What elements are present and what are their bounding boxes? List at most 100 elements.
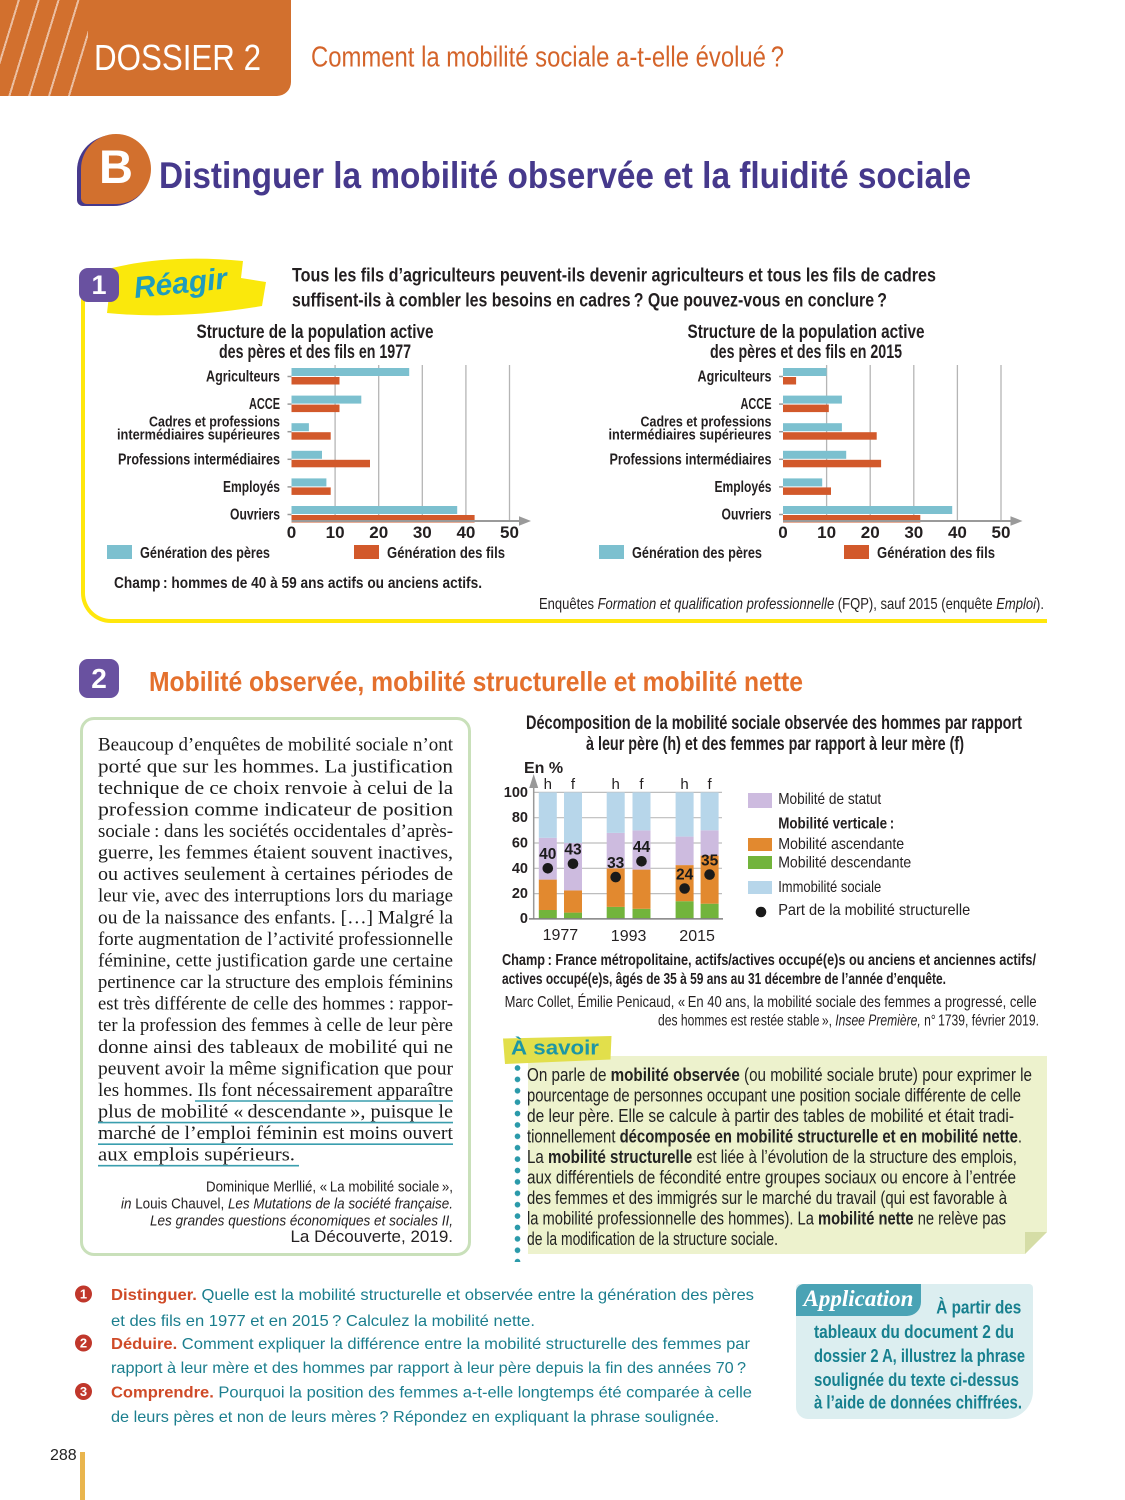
svg-text:tableaux du document 2 du: tableaux du document 2 du: [814, 1322, 1014, 1342]
svg-text:20: 20: [512, 886, 528, 902]
svg-text:Part de la mobilité structurel: Part de la mobilité structurelle: [778, 902, 970, 919]
svg-text:plus de mobilité « descendante: plus de mobilité « descendante », puisqu…: [98, 1102, 453, 1123]
svg-text:Tous les fils d’agriculteurs p: Tous les fils d’agriculteurs peuvent-ils…: [292, 265, 936, 286]
svg-text:de leur père. Elle se calcule: de leur père. Elle se calcule à partir d…: [527, 1105, 1014, 1126]
svg-text:Mobilité descendante: Mobilité descendante: [778, 855, 911, 872]
svg-text:40: 40: [456, 523, 475, 542]
svg-text:3: 3: [80, 1384, 87, 1399]
svg-text:Distinguer. Quelle est la mobi: Distinguer. Quelle est la mobilité struc…: [111, 1287, 754, 1304]
svg-text:50: 50: [992, 523, 1011, 542]
svg-text:h: h: [612, 776, 620, 793]
svg-text:2015: 2015: [679, 928, 715, 945]
svg-text:in Louis Chauvel, Les Mutation: in Louis Chauvel, Les Mutations de la so…: [121, 1196, 453, 1213]
svg-text:porté que sur les hommes. La j: porté que sur les hommes. La justificati…: [98, 756, 454, 777]
svg-text:des hommes est restée stable »: des hommes est restée stable », Insee Pr…: [658, 1012, 1039, 1029]
svg-text:pertinence car la structure de: pertinence car la structure des emplois …: [98, 972, 453, 993]
svg-text:f: f: [639, 776, 644, 793]
svg-text:ou actives seulement à certain: ou actives seulement à certaines période…: [98, 864, 453, 885]
svg-text:Dominique Merllié, « La mobili: Dominique Merllié, « La mobilité sociale…: [206, 1179, 453, 1196]
svg-text:30: 30: [413, 523, 432, 542]
svg-text:Employés: Employés: [715, 479, 772, 496]
svg-text:peuvent avoir la même signific: peuvent avoir la même signification que …: [98, 1058, 454, 1079]
svg-text:Génération des fils: Génération des fils: [877, 545, 995, 562]
svg-text:On parle de mobilité observée: On parle de mobilité observée (ou mobili…: [527, 1064, 1032, 1085]
svg-text:Immobilité sociale: Immobilité sociale: [778, 879, 881, 896]
svg-text:Comment la mobilité sociale a-: Comment la mobilité sociale a-t-elle évo…: [311, 41, 784, 73]
svg-text:h: h: [680, 776, 688, 793]
svg-text:Cadres et professions: Cadres et professions: [641, 415, 772, 431]
svg-text:Enquêtes Formation et qualific: Enquêtes Formation et qualification prof…: [539, 596, 1044, 613]
svg-text:et des fils en 1977 et en 2015: et des fils en 1977 et en 2015 ? Calcule…: [111, 1313, 535, 1330]
svg-text:Distinguer la mobilité observé: Distinguer la mobilité observée et la fl…: [159, 155, 971, 196]
svg-text:forte augmentation de l’activi: forte augmentation de l’activité profess…: [98, 929, 453, 950]
svg-text:des femmes et des immigrés sur: des femmes et des immigrés sur le marché…: [527, 1187, 1008, 1208]
svg-text:100: 100: [504, 785, 528, 801]
svg-text:Marc Collet, Émilie Penicaud,: Marc Collet, Émilie Penicaud, « En 40 an…: [505, 992, 1037, 1011]
svg-text:35: 35: [701, 853, 719, 870]
svg-text:h: h: [544, 776, 552, 793]
svg-text:Employés: Employés: [223, 479, 280, 496]
svg-text:de leurs pères et non de leurs: de leurs pères et non de leurs mères ? R…: [111, 1409, 719, 1426]
svg-text:actives occupé(e)s, âgés de 35: actives occupé(e)s, âgés de 35 à 59 ans …: [502, 971, 946, 988]
svg-text:Structure de la population act: Structure de la population active: [688, 322, 925, 343]
svg-text:Professions intermédiaires: Professions intermédiaires: [610, 451, 772, 468]
svg-text:f: f: [708, 776, 713, 793]
svg-text:la mobilité professionnelle de: la mobilité professionnelle des hommes).…: [527, 1208, 1006, 1229]
svg-text:Déduire. Comment expliquer la: Déduire. Comment expliquer la différence…: [111, 1336, 751, 1353]
svg-text:40: 40: [948, 523, 967, 542]
svg-text:Mobilité de statut: Mobilité de statut: [778, 791, 881, 808]
svg-text:sociale : dans les sociétés oc: sociale : dans les sociétés occidentales…: [98, 821, 453, 842]
svg-text:Champ : France métropolitaine,: Champ : France métropolitaine, actifs/ac…: [502, 952, 1036, 969]
svg-text:En %: En %: [524, 760, 563, 777]
svg-text:Beaucoup d’enquêtes de mobilit: Beaucoup d’enquêtes de mobilité sociale …: [98, 735, 454, 756]
svg-text:ACCE: ACCE: [249, 396, 280, 413]
svg-text:de la modification de la struc: de la modification de la structure socia…: [527, 1228, 778, 1249]
svg-text:40: 40: [539, 846, 556, 863]
svg-text:aux emplois supérieurs.: aux emplois supérieurs.: [98, 1145, 295, 1166]
svg-text:marché de l’emploi féminin est: marché de l’emploi féminin est moins ouv…: [98, 1123, 454, 1144]
svg-text:ACCE: ACCE: [741, 396, 772, 413]
svg-text:ou de la naissance des enfants: ou de la naissance des enfants. […] Malg…: [98, 907, 454, 928]
svg-text:leur vie, avec des interruptio: leur vie, avec des interruptions lors du…: [98, 886, 453, 907]
svg-text:Structure de la population act: Structure de la population active: [197, 322, 434, 343]
svg-text:Ouvriers: Ouvriers: [722, 507, 772, 524]
svg-text:à l’aide de données chiffrées.: à l’aide de données chiffrées.: [814, 1393, 1022, 1413]
svg-text:À partir des: À partir des: [936, 1297, 1021, 1318]
svg-text:10: 10: [326, 523, 345, 542]
svg-text:Agriculteurs: Agriculteurs: [206, 369, 280, 386]
svg-text:donne ainsi des tableaux de mo: donne ainsi des tableaux de mobilité qui…: [98, 1037, 453, 1058]
svg-text:rapport à leur mère et des hom: rapport à leur mère et des hommes par ra…: [111, 1360, 746, 1377]
svg-text:24: 24: [676, 867, 694, 884]
svg-text:à leur père (h) et des femmes: à leur père (h) et des femmes par rappor…: [586, 734, 964, 755]
svg-text:des pères et des fils en 2015: des pères et des fils en 2015: [710, 342, 902, 363]
svg-text:les hommes. Ils font nécessair: les hommes. Ils font nécessairement appa…: [98, 1080, 453, 1101]
svg-text:intermédiaires supérieures: intermédiaires supérieures: [609, 428, 772, 444]
svg-text:60: 60: [512, 836, 528, 852]
svg-text:2: 2: [80, 1336, 87, 1351]
svg-text:43: 43: [564, 842, 582, 859]
svg-text:guerre, les femmes étaient sou: guerre, les femmes étaient souvent inact…: [98, 843, 453, 864]
svg-text:féminine, cette justification: féminine, cette justification garde une …: [98, 951, 453, 972]
svg-text:La Découverte, 2019.: La Découverte, 2019.: [290, 1227, 453, 1246]
svg-text:1993: 1993: [611, 928, 647, 945]
svg-text:f: f: [571, 776, 576, 793]
svg-text:20: 20: [369, 523, 388, 542]
svg-text:profession comme indicateur de: profession comme indicateur de position: [98, 799, 454, 820]
svg-text:ter la profession des femmes à: ter la profession des femmes à celle de …: [98, 1015, 453, 1036]
svg-text:Les grandes questions économiq: Les grandes questions économiques et soc…: [150, 1212, 453, 1229]
svg-text:Professions intermédiaires: Professions intermédiaires: [118, 451, 280, 468]
svg-text:0: 0: [287, 523, 296, 542]
svg-text:Ouvriers: Ouvriers: [230, 507, 280, 524]
svg-text:soulignée du texte ci-dessus: soulignée du texte ci-dessus: [814, 1370, 1019, 1390]
svg-text:Comprendre. Pourquoi la positi: Comprendre. Pourquoi la position des fem…: [111, 1385, 752, 1402]
svg-text:DOSSIER 2: DOSSIER 2: [94, 37, 261, 78]
svg-text:dossier 2 A, illustrez la phra: dossier 2 A, illustrez la phrase: [814, 1346, 1025, 1366]
svg-text:1977: 1977: [543, 927, 579, 944]
svg-text:La mobilité structurelle est l: La mobilité structurelle est liée à l’év…: [527, 1146, 1017, 1167]
svg-text:33: 33: [607, 855, 625, 872]
svg-text:suffisent-ils à combler les be: suffisent-ils à combler les besoins en c…: [292, 291, 887, 312]
svg-text:0: 0: [520, 911, 528, 927]
svg-text:À savoir: À savoir: [511, 1037, 599, 1060]
svg-text:pourcentage de personnes occup: pourcentage de personnes occupant une po…: [527, 1085, 1021, 1106]
svg-text:Mobilité verticale :: Mobilité verticale :: [778, 815, 894, 832]
